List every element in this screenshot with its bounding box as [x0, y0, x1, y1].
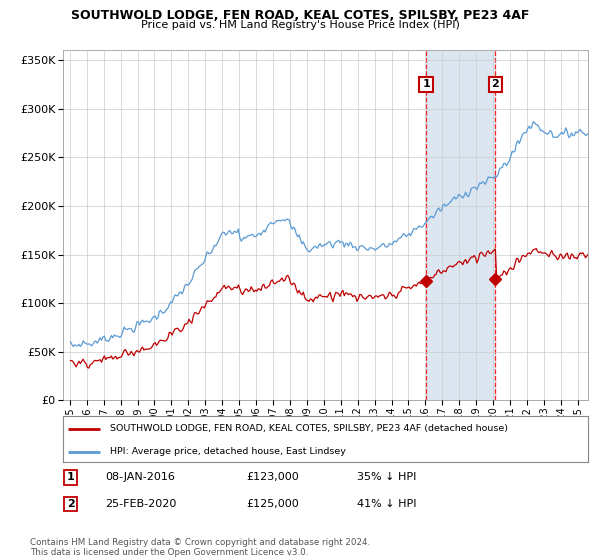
Text: SOUTHWOLD LODGE, FEN ROAD, KEAL COTES, SPILSBY, PE23 4AF: SOUTHWOLD LODGE, FEN ROAD, KEAL COTES, S…	[71, 9, 529, 22]
Text: £123,000: £123,000	[246, 472, 299, 482]
Text: 08-JAN-2016: 08-JAN-2016	[105, 472, 175, 482]
Text: Contains HM Land Registry data © Crown copyright and database right 2024.
This d: Contains HM Land Registry data © Crown c…	[30, 538, 370, 557]
Text: 1: 1	[67, 472, 74, 482]
Text: 2: 2	[67, 499, 74, 509]
Text: 41% ↓ HPI: 41% ↓ HPI	[357, 499, 416, 509]
Text: 2: 2	[491, 80, 499, 90]
Text: 35% ↓ HPI: 35% ↓ HPI	[357, 472, 416, 482]
Bar	[426, 50, 496, 400]
Text: SOUTHWOLD LODGE, FEN ROAD, KEAL COTES, SPILSBY, PE23 4AF (detached house): SOUTHWOLD LODGE, FEN ROAD, KEAL COTES, S…	[110, 424, 508, 433]
Text: £125,000: £125,000	[246, 499, 299, 509]
Text: 1: 1	[422, 80, 430, 90]
Text: 25-FEB-2020: 25-FEB-2020	[105, 499, 176, 509]
Text: Price paid vs. HM Land Registry's House Price Index (HPI): Price paid vs. HM Land Registry's House …	[140, 20, 460, 30]
Text: HPI: Average price, detached house, East Lindsey: HPI: Average price, detached house, East…	[110, 447, 346, 456]
